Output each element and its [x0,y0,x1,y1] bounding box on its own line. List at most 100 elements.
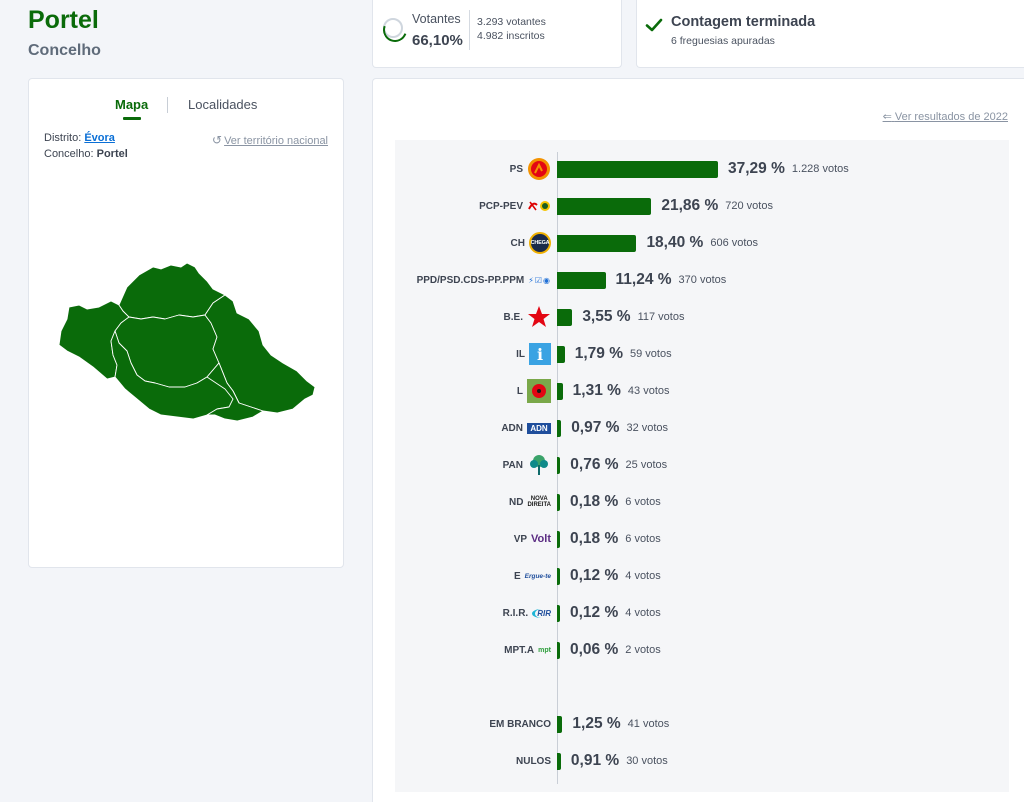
result-bar [557,753,561,770]
result-value: 0,18 % 6 votos [570,488,661,516]
municipality-value: Portel [96,148,128,160]
result-row-vp[interactable]: VP Volt 0,18 % 6 votos [395,525,1009,553]
party-cell: PAN [503,451,551,479]
result-bar [557,716,563,733]
adn-logo: ADN [527,422,551,434]
result-votes: 720 votos [725,200,773,212]
result-bar [557,272,606,289]
result-percent: 1,31 % [572,382,621,399]
result-votes: 4 votos [625,607,661,619]
municipality-map[interactable] [57,259,319,435]
result-value: 1,25 % 41 votos [572,710,669,738]
ad-coalition-logo: ⚡☑◉ [528,275,551,285]
party-name: R.I.R. [502,607,529,619]
party-name: ADN [501,422,523,434]
result-value: 37,29 % 1.228 votos [728,155,849,183]
party-cell: VP Volt [514,525,551,553]
result-percent: 0,06 % [570,641,619,658]
result-value: 0,97 % 32 votos [571,414,668,442]
previous-results-link[interactable]: ⇐ Ver resultados de 2022 [883,110,1008,123]
party-cell: IL i [516,340,551,368]
rir-logo: RIR [532,608,551,618]
turnout-divider [469,10,470,50]
page-subtitle: Concelho [28,42,101,59]
party-cell: ND NOVA DIREITA [509,488,551,516]
turnout-registered: 4.982 inscritos [477,30,545,42]
turnout-value: 66,10% [412,32,463,49]
party-name: EM BRANCO [489,718,551,730]
tab-mapa[interactable]: Mapa [115,97,149,112]
result-row-il[interactable]: IL i 1,79 % 59 votos [395,340,1009,368]
party-name: PAN [502,459,523,471]
result-votes: 59 votos [629,348,672,360]
result-votes: 2 votos [625,644,661,656]
count-title: Contagem terminada [671,14,816,30]
result-row-ps[interactable]: PS 37,29 % 1.228 votos [395,155,1009,183]
pcp-pev-hammer-sickle-logo [528,201,550,211]
turnout-voters: 3.293 votantes [477,16,546,28]
result-row-mpt-a[interactable]: MPT.A mpt 0,06 % 2 votos [395,636,1009,664]
result-bar [557,642,560,659]
result-percent: 0,18 % [570,493,619,510]
result-row-l[interactable]: L 1,31 % 43 votos [395,377,1009,405]
party-cell: PS [510,155,551,183]
national-territory-link[interactable]: ↺ Ver território nacional [212,133,328,147]
tab-localidades[interactable]: Localidades [188,97,258,112]
result-row-r-i-r[interactable]: R.I.R. RIR 0,12 % 4 votos [395,599,1009,627]
result-row-em-branco[interactable]: EM BRANCO 1,25 % 41 votos [395,710,1009,738]
result-votes: 1.228 votos [791,163,849,175]
party-cell: MPT.A mpt [504,636,551,664]
party-cell: EM BRANCO [489,710,551,738]
result-bar [557,198,652,215]
active-tab-indicator [123,117,141,120]
result-value: 0,76 % 25 votos [570,451,667,479]
district-row: Distrito: Évora [44,132,115,144]
result-votes: 4 votos [625,570,661,582]
national-territory-label: Ver território nacional [224,135,329,147]
result-row-ch[interactable]: CH CHEGA 18,40 % 606 votos [395,229,1009,257]
result-percent: 0,97 % [571,419,620,436]
result-row-nulos[interactable]: NULOS 0,91 % 30 votos [395,747,1009,775]
result-votes: 30 votos [626,755,668,767]
party-name: L [516,385,523,397]
result-bar [557,420,562,437]
mpt-clover-logo: mpt [538,646,551,654]
result-row-b-e[interactable]: B.E. 3,55 % 117 votos [395,303,1009,331]
result-bar [557,309,573,326]
result-percent: 18,40 % [646,234,704,251]
check-icon [645,18,663,32]
results-chart: PS 37,29 % 1.228 votos PCP-PEV 21,86 % 720 vo… [395,140,1009,792]
party-name: B.E. [503,311,523,323]
party-name: MPT.A [504,644,535,656]
nova-direita-bottom: DIREITA [527,502,551,508]
result-bar [557,568,560,585]
result-percent: 37,29 % [728,160,785,177]
result-row-pan[interactable]: PAN 0,76 % 25 votos [395,451,1009,479]
chega-logo-text: CHEGA [530,240,550,246]
result-row-nd[interactable]: ND NOVA DIREITA 0,18 % 6 votos [395,488,1009,516]
nova-direita-logo: NOVA DIREITA [527,496,551,508]
party-cell: L [517,377,551,405]
ergue-te-logo: Ergue-te [524,572,551,580]
result-bar [557,494,560,511]
nova-direita-top: NOVA [530,496,548,502]
district-link[interactable]: Évora [84,132,115,144]
arrow-left-icon: ⇐ [882,111,892,123]
result-votes: 6 votos [625,496,661,508]
result-votes: 43 votos [627,385,670,397]
result-votes: 117 votos [637,311,685,323]
result-percent: 0,76 % [570,456,619,473]
result-percent: 3,55 % [582,308,631,325]
result-row-ppd-psd-cds-pp-ppm[interactable]: PPD/PSD.CDS-PP.PPM ⚡☑◉ 11,24 % 370 votos [395,266,1009,294]
party-name: PPD/PSD.CDS-PP.PPM [416,274,525,286]
party-cell: ADN ADN [501,414,551,442]
result-row-e[interactable]: E Ergue-te 0,12 % 4 votos [395,562,1009,590]
volt-logo: Volt [531,533,551,545]
pan-tree-logo [530,455,548,475]
party-cell: R.I.R. RIR [503,599,551,627]
result-row-pcp-pev[interactable]: PCP-PEV 21,86 % 720 votos [395,192,1009,220]
result-percent: 11,24 % [615,271,672,288]
result-row-adn[interactable]: ADN ADN 0,97 % 32 votos [395,414,1009,442]
party-cell: CH CHEGA [511,229,551,257]
result-value: 3,55 % 117 votos [582,303,684,331]
